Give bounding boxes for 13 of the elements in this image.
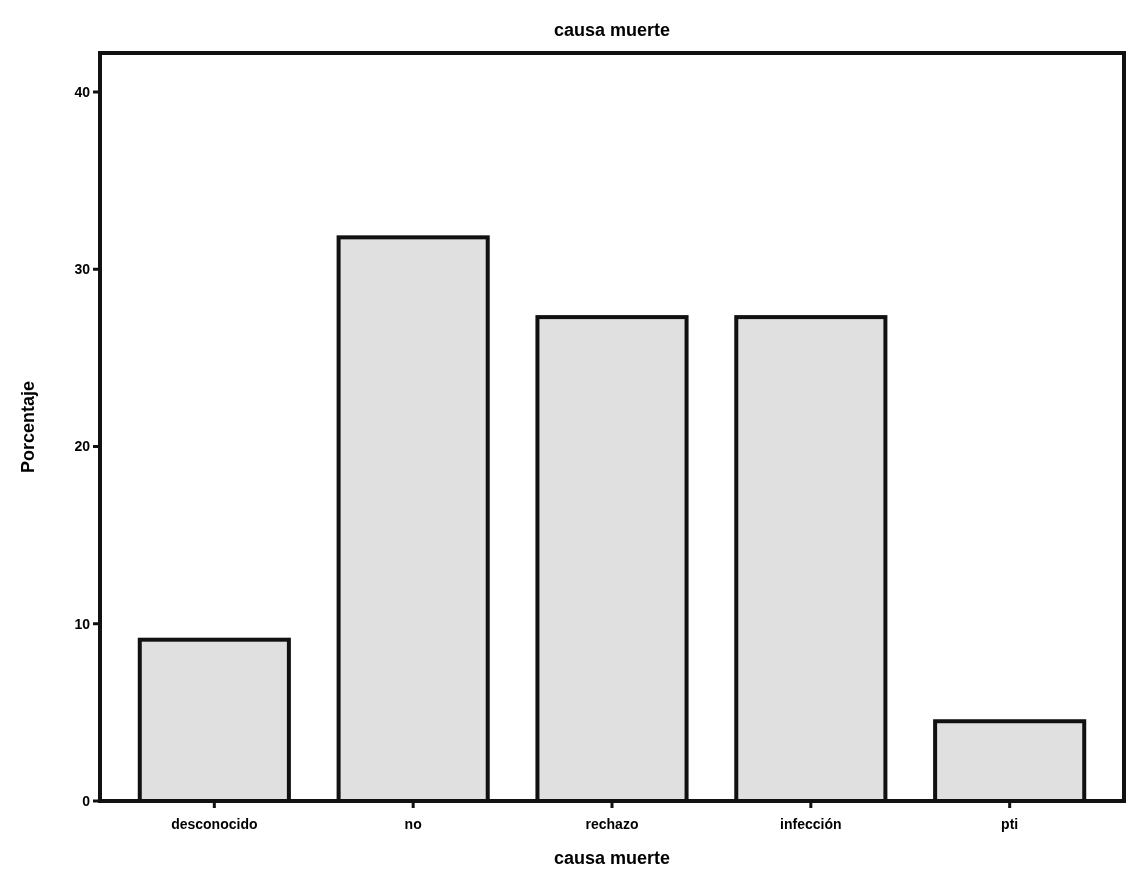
y-tick-label: 20 — [74, 438, 91, 455]
y-tick-label: 30 — [74, 261, 91, 278]
x-tick-label: infección — [780, 816, 842, 832]
x-tick-label: desconocido — [171, 816, 258, 832]
chart-title: causa muerte — [553, 20, 671, 40]
x-tick-label: pti — [1001, 816, 1019, 832]
x-tick-label: no — [404, 816, 422, 832]
y-tick-label: 40 — [74, 83, 91, 100]
x-axis-title: causa muerte — [553, 848, 671, 868]
y-tick-label: 10 — [74, 615, 91, 632]
y-axis-title: Porcentaje — [18, 380, 38, 474]
y-tick-label: 0 — [82, 792, 91, 809]
x-tick-label: rechazo — [585, 816, 639, 832]
